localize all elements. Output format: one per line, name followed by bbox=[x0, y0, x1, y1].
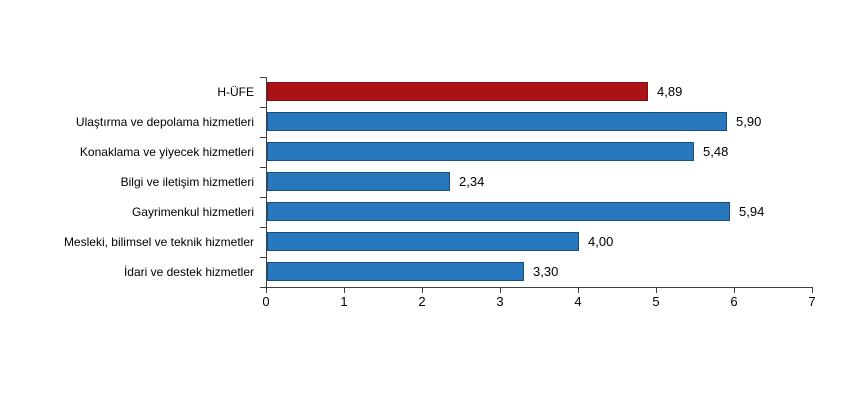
x-axis-tick bbox=[734, 288, 735, 293]
x-axis-tick-label: 0 bbox=[262, 294, 270, 309]
bar-value-label: 5,90 bbox=[736, 114, 762, 129]
bar bbox=[267, 232, 579, 251]
y-axis-tick bbox=[260, 197, 266, 198]
category-label: Gayrimenkul hizmetleri bbox=[131, 205, 254, 219]
y-axis-tick bbox=[260, 107, 266, 108]
category-label: H-ÜFE bbox=[217, 85, 254, 99]
x-axis-tick bbox=[656, 288, 657, 293]
x-axis-tick bbox=[266, 288, 267, 293]
y-axis-tick bbox=[260, 227, 266, 228]
x-axis-tick bbox=[422, 288, 423, 293]
x-axis-tick bbox=[812, 288, 813, 293]
x-axis-tick-label: 4 bbox=[574, 294, 582, 309]
y-axis-tick bbox=[260, 257, 266, 258]
bar-value-label: 5,48 bbox=[703, 144, 729, 159]
category-label: Bilgi ve iletişim hizmetleri bbox=[120, 175, 254, 189]
x-axis-tick bbox=[344, 288, 345, 293]
x-axis-tick-label: 5 bbox=[652, 294, 660, 309]
category-label: Konaklama ve yiyecek hizmetleri bbox=[79, 145, 254, 159]
plot-area bbox=[266, 77, 813, 288]
category-label: Ulaştırma ve depolama hizmetleri bbox=[75, 115, 254, 129]
category-label: Mesleki, bilimsel ve teknik hizmetler bbox=[63, 235, 254, 249]
bar-value-label: 5,94 bbox=[739, 204, 765, 219]
x-axis-tick-label: 2 bbox=[418, 294, 426, 309]
x-axis-tick bbox=[578, 288, 579, 293]
x-axis-tick-label: 7 bbox=[808, 294, 816, 309]
x-axis-tick-label: 3 bbox=[496, 294, 504, 309]
bar bbox=[267, 202, 730, 221]
bar-value-label: 4,89 bbox=[657, 84, 683, 99]
x-axis-tick-label: 6 bbox=[730, 294, 738, 309]
bar bbox=[267, 172, 450, 191]
bar bbox=[267, 142, 694, 161]
x-axis-tick bbox=[500, 288, 501, 293]
y-axis-tick bbox=[260, 167, 266, 168]
y-axis-tick bbox=[260, 287, 266, 288]
x-axis-tick-label: 1 bbox=[340, 294, 348, 309]
bar-value-label: 3,30 bbox=[533, 264, 559, 279]
bar bbox=[267, 82, 648, 101]
bar-value-label: 2,34 bbox=[459, 174, 485, 189]
bar bbox=[267, 262, 524, 281]
y-axis-tick bbox=[260, 77, 266, 78]
category-label: İdari ve destek hizmetler bbox=[123, 265, 254, 279]
bar-value-label: 4,00 bbox=[588, 234, 614, 249]
y-axis-tick bbox=[260, 137, 266, 138]
bar bbox=[267, 112, 727, 131]
